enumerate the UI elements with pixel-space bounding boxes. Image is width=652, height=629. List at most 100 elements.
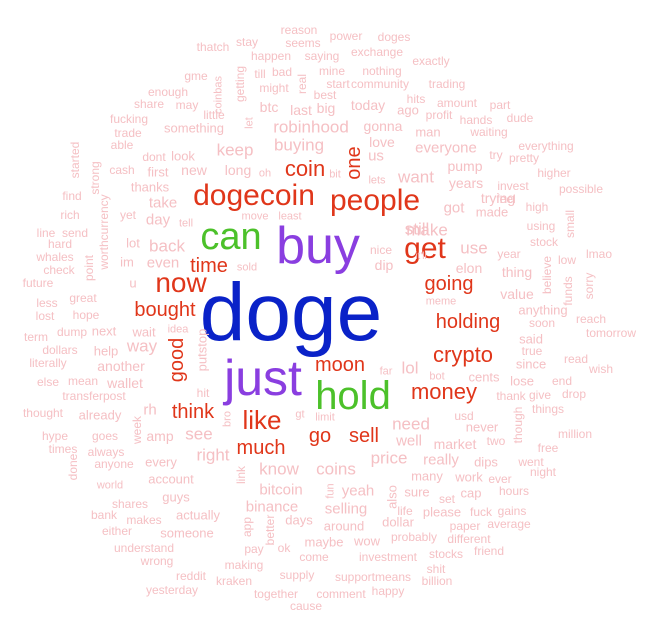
word-stay: stay xyxy=(235,35,259,49)
word-sure: sure xyxy=(404,484,430,500)
word-shit: shit xyxy=(426,562,446,576)
word-big: big xyxy=(316,100,336,116)
word-even: even xyxy=(146,254,180,272)
word-already: already xyxy=(78,407,122,423)
word-till: till xyxy=(254,67,266,81)
word-trade: trade xyxy=(114,126,142,140)
word-two: two xyxy=(486,434,506,448)
word-try: try xyxy=(489,148,503,162)
word-may: may xyxy=(175,98,199,112)
word-get: get xyxy=(404,232,446,265)
word-anything: anything xyxy=(518,302,568,318)
word-night: night xyxy=(529,465,557,479)
word-many: many xyxy=(411,468,443,484)
word-way: way xyxy=(126,336,158,356)
word-long: long xyxy=(224,162,252,178)
word-whales: whales xyxy=(36,250,74,264)
word-year: year xyxy=(497,247,521,261)
word-strong: strong xyxy=(88,161,102,195)
word-send: send xyxy=(61,226,89,240)
word-wallet: wallet xyxy=(107,375,143,391)
word-happy: happy xyxy=(371,584,405,598)
word-better: better xyxy=(263,514,277,546)
word-take: take xyxy=(148,194,178,212)
word-much: much xyxy=(236,437,286,459)
word-cash: cash xyxy=(109,163,135,177)
word-sorry: sorry xyxy=(582,272,596,300)
word-dips: dips xyxy=(474,454,498,470)
word-investment: investment xyxy=(358,550,418,564)
word-amp: amp xyxy=(146,428,174,444)
word-guys: guys xyxy=(162,489,190,505)
word-trading: trading xyxy=(428,77,466,91)
word-lot: lot xyxy=(126,235,140,251)
word-going: going xyxy=(424,273,474,295)
word-market: market xyxy=(433,436,477,452)
word-cents: cents xyxy=(468,369,500,385)
word-tell: tell xyxy=(178,217,194,230)
word-rh: rh xyxy=(143,401,157,419)
word-though: though xyxy=(511,406,525,444)
word-day: day xyxy=(145,211,171,229)
word-million: million xyxy=(557,427,593,441)
word-pay: pay xyxy=(244,542,264,556)
word-seems: seems xyxy=(285,36,321,50)
word-nothing: nothing xyxy=(362,64,402,78)
word-made: made xyxy=(475,204,509,220)
word-lose: lose xyxy=(510,373,534,389)
word-friend: friend xyxy=(473,544,505,558)
word-goes: goes xyxy=(91,429,119,443)
word-feel: feel xyxy=(496,192,516,206)
word-gonna: gonna xyxy=(363,118,403,134)
word-coins: coins xyxy=(316,459,356,479)
word-money: money xyxy=(410,379,478,404)
word-it'll: it'll xyxy=(415,251,427,262)
word-invest: invest xyxy=(497,179,529,193)
word-dollar: dollar xyxy=(382,514,414,530)
word-least: least xyxy=(278,210,302,223)
word-yeah: yeah xyxy=(341,482,375,500)
word-anyone: anyone xyxy=(94,457,134,471)
word-last: last xyxy=(290,102,312,118)
word-saying: saying xyxy=(304,49,340,63)
word-drop: drop xyxy=(561,387,587,401)
word-wish: wish xyxy=(588,362,614,376)
word-use: use xyxy=(460,238,488,258)
word-things: things xyxy=(531,402,565,416)
word-started: started xyxy=(68,141,82,179)
word-cap: cap xyxy=(460,485,482,501)
word-life: life xyxy=(397,504,413,518)
word-im: im xyxy=(120,254,134,270)
word-wow: wow xyxy=(353,533,381,549)
word-thought: thought xyxy=(22,406,64,420)
word-moon: moon xyxy=(314,354,366,376)
word-selling: selling xyxy=(324,500,368,518)
word-please: please xyxy=(422,504,462,520)
word-lol: lol xyxy=(401,358,419,378)
word-together: together xyxy=(253,587,299,601)
word-hands: hands xyxy=(459,113,493,127)
word-man: man xyxy=(415,124,441,140)
word-best: best xyxy=(313,88,337,102)
word-elon: elon xyxy=(455,260,483,276)
word-everyone: everyone xyxy=(415,139,477,157)
word-stocks: stocks xyxy=(428,547,464,561)
word-dump: dump xyxy=(56,325,88,339)
word-make: make xyxy=(406,220,448,240)
word-love: love xyxy=(369,134,395,150)
word-since: since xyxy=(515,356,547,372)
word-shares: shares xyxy=(111,497,149,511)
word-believe: believe xyxy=(540,255,554,295)
word-supply: supply xyxy=(279,568,315,582)
word-mine: mine xyxy=(318,64,346,78)
word-bot: bot xyxy=(429,370,445,383)
word-soon: soon xyxy=(528,316,556,330)
word-gains: gains xyxy=(497,504,527,518)
word-lets: lets xyxy=(368,174,386,187)
word-today: today xyxy=(350,97,386,113)
word-higher: higher xyxy=(537,166,571,180)
word-hit: hit xyxy=(196,386,210,400)
word-said: said xyxy=(519,331,543,347)
word-fucking: fucking xyxy=(109,112,149,126)
word-see: see xyxy=(185,424,213,444)
